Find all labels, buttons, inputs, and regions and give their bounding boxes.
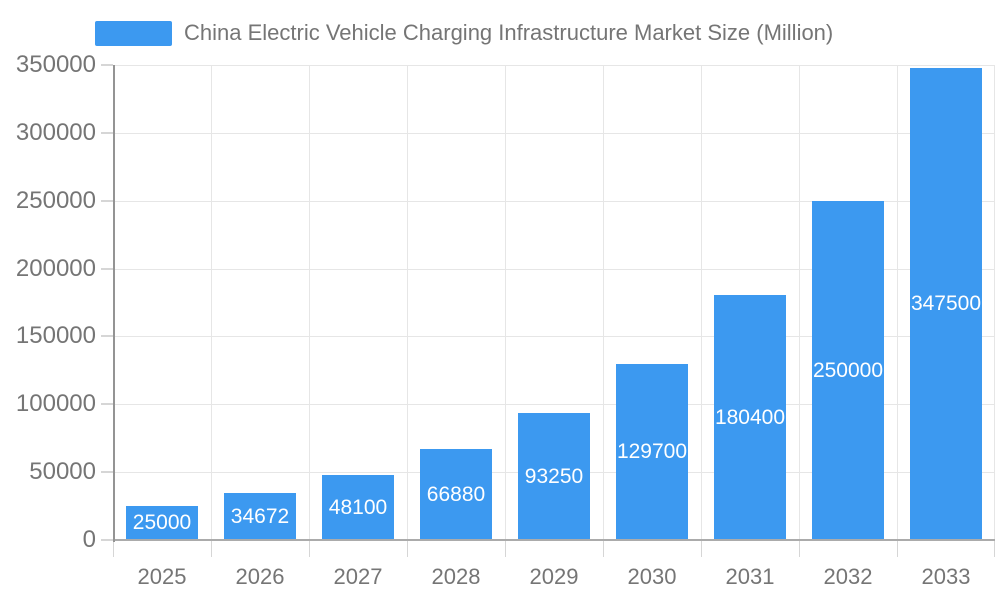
bar: 66880 [420,449,492,540]
x-tick-label: 2030 [627,564,677,589]
bar-value-label: 250000 [812,358,884,382]
bar: 93250 [518,413,590,540]
y-tick-label: 350000 [15,51,96,78]
x-tick-label: 2028 [431,564,481,589]
legend-swatch [95,20,172,46]
x-axis-tick [799,540,800,557]
bar: 48100 [322,475,394,540]
bar-value-label: 93250 [524,464,584,488]
y-axis-tick [101,268,113,270]
gridline-v [994,65,995,540]
gridline-h [113,201,995,202]
y-axis-tick [101,539,113,541]
y-tick-label: 300000 [15,119,96,146]
y-axis-tick [101,403,113,405]
gridline-v [603,65,604,540]
x-axis-tick [113,540,114,557]
x-tick-label: 2031 [725,564,775,589]
y-axis-line [113,65,115,542]
y-axis-tick [101,200,113,202]
y-tick-label: 250000 [15,187,96,214]
y-tick-label: 50000 [29,458,96,485]
legend-label: China Electric Vehicle Charging Infrastr… [184,20,834,45]
gridline-v [799,65,800,540]
x-axis-tick [603,540,604,557]
y-tick-label: 100000 [15,390,96,417]
bar-value-label: 66880 [426,482,486,506]
bar: 34672 [224,493,296,540]
gridline-v [407,65,408,540]
legend-item[interactable]: China Electric Vehicle Charging Infrastr… [95,20,833,46]
x-axis-tick [211,540,212,557]
bar-value-label: 34672 [230,504,290,528]
x-tick-label: 2029 [529,564,579,589]
plot-area: 0 50000 100000 150000 200000 250000 300000 3500… [16,53,995,589]
x-axis-line [113,539,995,541]
gridline-h [113,404,995,405]
bar: 129700 [616,364,688,540]
x-axis-tick [897,540,898,557]
x-axis-tick [505,540,506,557]
x-axis-tick [994,540,995,557]
x-tick-label: 2025 [137,564,187,589]
gridline-v [309,65,310,540]
gridline-h [113,133,995,134]
x-tick-label: 2027 [333,564,383,589]
bar: 25000 [126,506,198,540]
gridline-v [505,65,506,540]
gridline-v [211,65,212,540]
y-tick-label: 150000 [15,322,96,349]
bar-value-label: 129700 [616,440,688,463]
gridline-v [701,65,702,540]
gridline-h [113,65,995,66]
bar-value-label: 180400 [714,405,786,429]
bar-value-label: 48100 [328,495,388,519]
y-axis-tick [101,132,113,134]
x-axis-tick [309,540,310,557]
bar-value-label: 25000 [132,511,192,534]
x-tick-label: 2026 [235,564,285,589]
y-axis-tick [101,335,113,337]
y-axis-tick [101,471,113,473]
bar-value-label: 347500 [910,292,982,315]
y-tick-label: 0 [82,526,96,553]
x-axis-tick [407,540,408,557]
bar: 347500 [910,68,982,540]
x-axis-tick [701,540,702,557]
x-tick-label: 2032 [823,564,873,589]
y-tick-label: 200000 [15,255,96,282]
bar: 180400 [714,295,786,540]
bar: 250000 [812,201,884,540]
x-tick-label: 2033 [921,564,971,589]
y-axis-tick [101,64,113,66]
gridline-h [113,269,995,270]
gridline-h [113,336,995,337]
gridline-v [897,65,898,540]
